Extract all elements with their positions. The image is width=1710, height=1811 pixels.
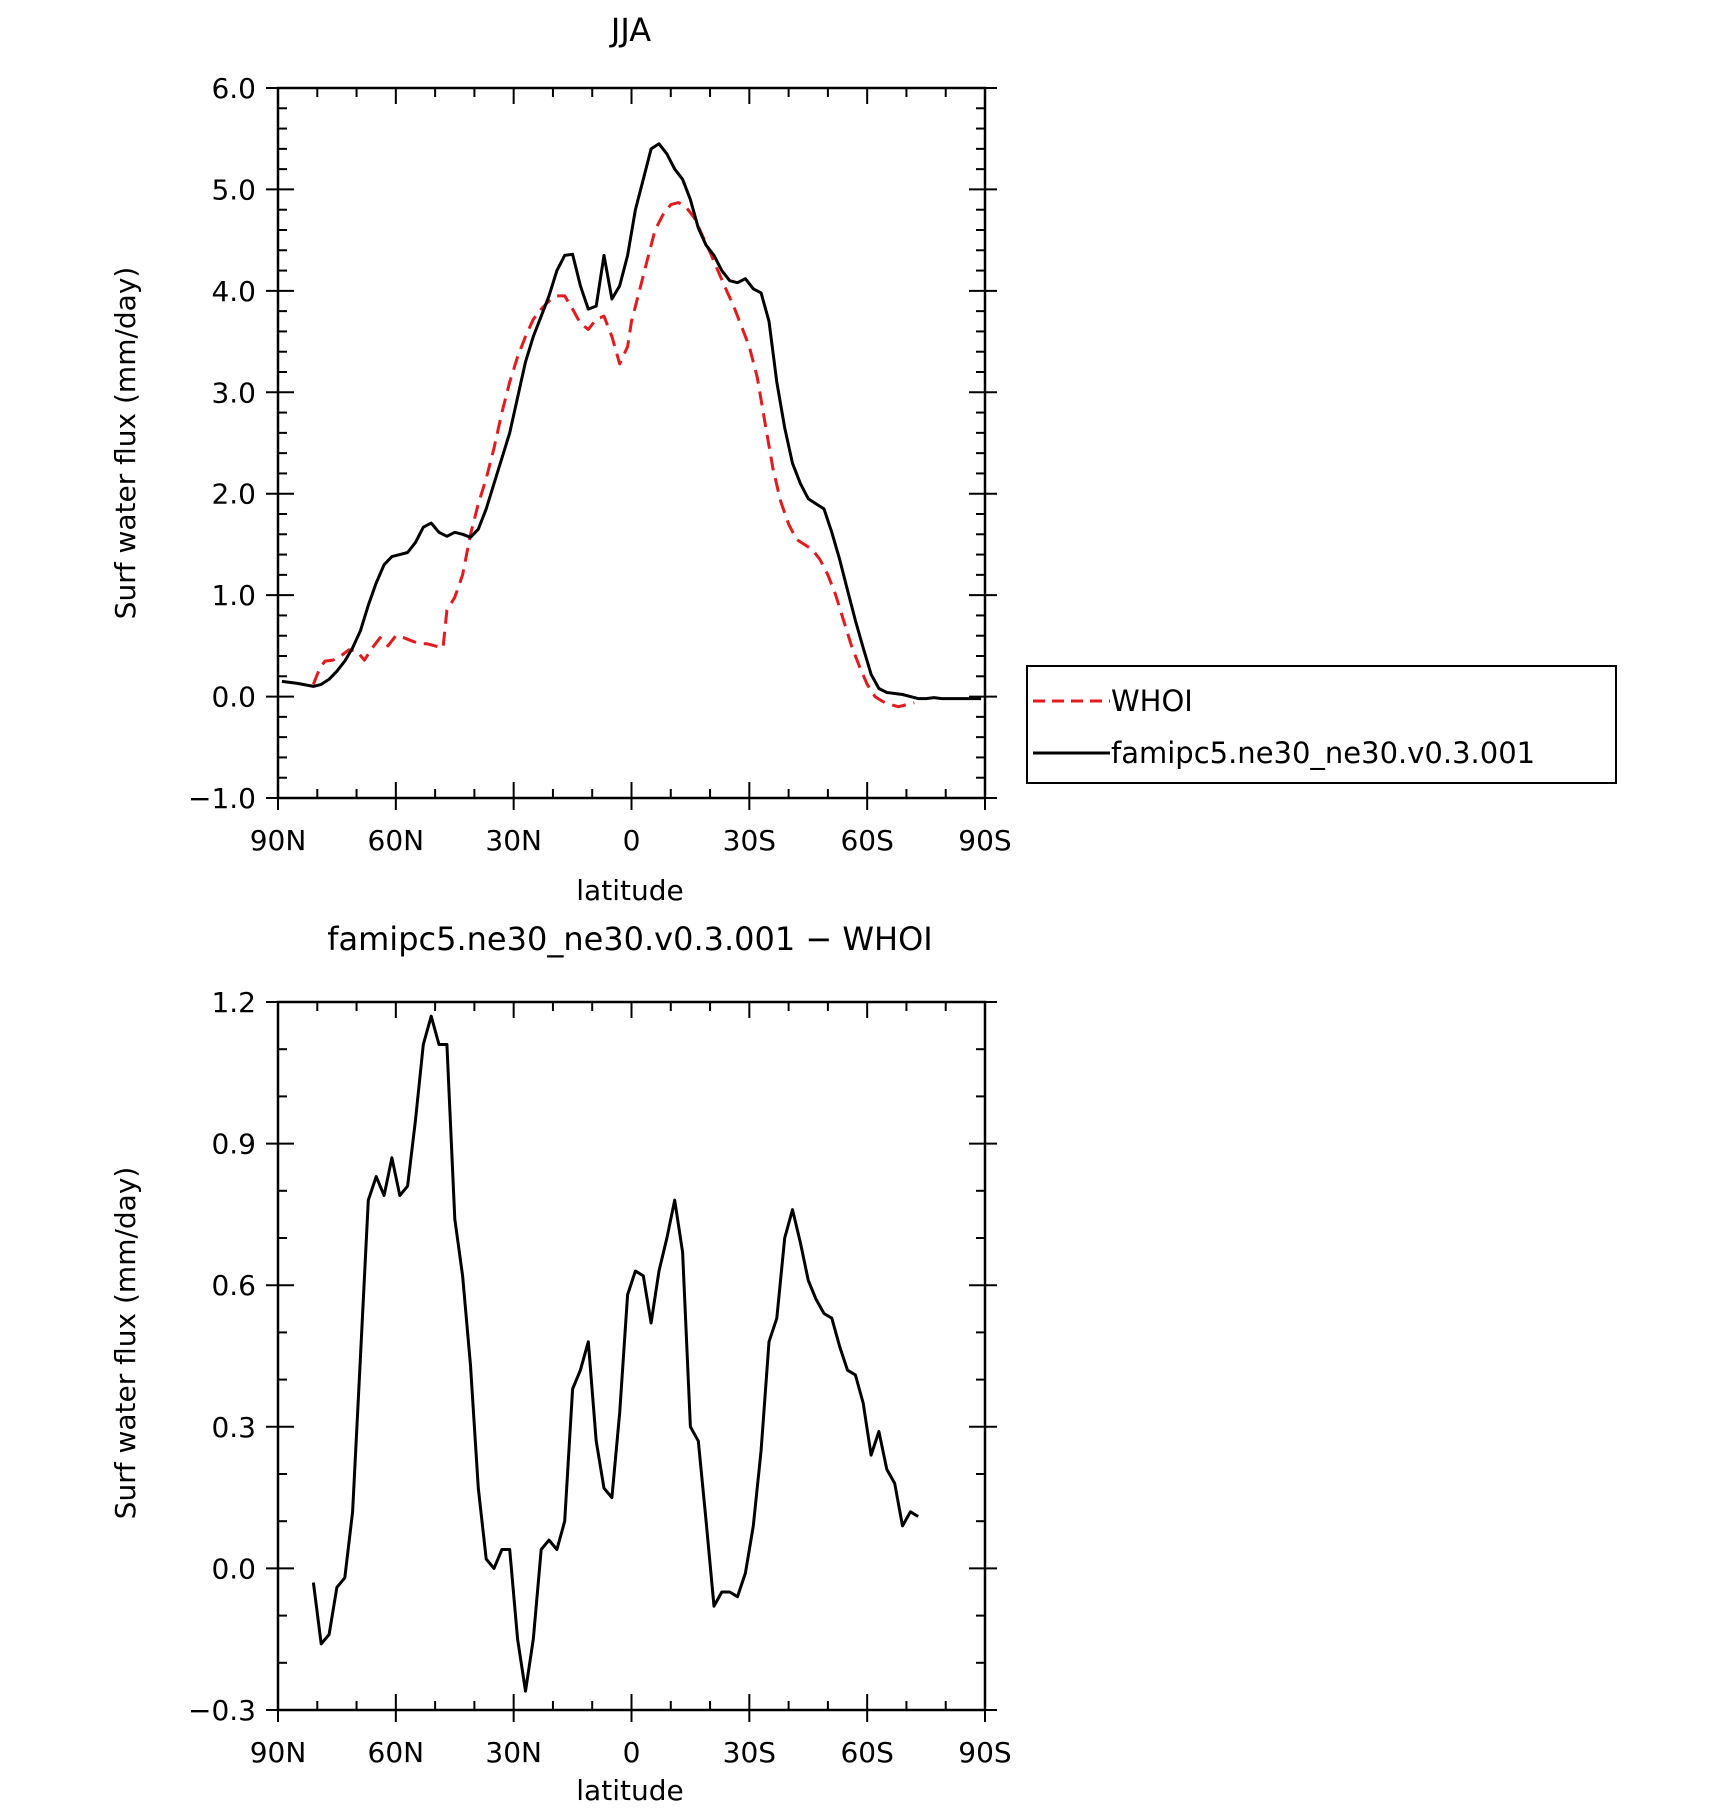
plot-area: 90N 60N 30N 0 30S 60S 90S −0.3 0.0 0.3 0.6 0.9 1.2	[188, 986, 1012, 1769]
series-line-famipc5-ne30-ne30-v0-3-001	[281, 142, 982, 701]
x-tick-label: 60N	[368, 824, 425, 857]
x-tick-label: 90N	[250, 1736, 307, 1769]
y-tick-label: 1.0	[211, 579, 256, 612]
plot-frame	[276, 1000, 987, 1712]
x-tick-label: 90S	[958, 824, 1011, 857]
y-axis-label: Surf water flux (mm/day)	[109, 267, 142, 620]
x-tick-label: 30S	[723, 1736, 776, 1769]
x-tick-label: 0	[623, 824, 641, 857]
y-tick-label: −0.3	[188, 1694, 256, 1727]
y-tick-label: 1.2	[211, 986, 256, 1019]
x-tick-label: 30N	[485, 824, 542, 857]
x-axis-label: latitude	[576, 1774, 683, 1807]
y-tick-label: 0.0	[211, 1552, 256, 1585]
legend-label-model: famipc5.ne30_ne30.v0.3.001	[1111, 736, 1535, 770]
x-tick-label: 30N	[485, 1736, 542, 1769]
bottom-chart: famipc5.ne30_ne30.v0.3.001 − WHOI Surf w…	[109, 920, 1012, 1807]
x-tick-label: 90S	[958, 1736, 1011, 1769]
x-tick-label: 60N	[368, 1736, 425, 1769]
x-tick-label: 90N	[250, 824, 307, 857]
y-tick-label: 3.0	[211, 376, 256, 409]
y-tick-label: 4.0	[211, 275, 256, 308]
chart-title: famipc5.ne30_ne30.v0.3.001 − WHOI	[327, 920, 932, 958]
x-tick-label: 0	[623, 1736, 641, 1769]
chart-title: JJA	[609, 11, 651, 49]
plot-area: 90N 60N 30N 0 30S 60S 90S −1.0 0.0 1.0 2.0 3.0 4.0 5.…	[188, 72, 1012, 857]
y-axis-label: Surf water flux (mm/day)	[109, 1167, 142, 1520]
y-tick-label: 0.6	[211, 1269, 256, 1302]
y-tick-label: 0.3	[211, 1411, 256, 1444]
legend-label-whoi: WHOI	[1111, 684, 1193, 718]
y-tick-label: 2.0	[211, 478, 256, 511]
series-line-difference	[311, 1014, 919, 1693]
y-tick-label: 0.9	[211, 1128, 256, 1161]
plot-frame	[276, 86, 987, 800]
x-tick-label: 30S	[723, 824, 776, 857]
top-chart: JJA Surf water flux (mm/day) latitude 90…	[109, 11, 1617, 907]
y-tick-label: 0.0	[211, 681, 256, 714]
x-axis-label: latitude	[576, 874, 683, 907]
y-tick-label: 5.0	[211, 173, 256, 206]
y-tick-label: −1.0	[188, 782, 256, 815]
legend: WHOI famipc5.ne30_ne30.v0.3.001	[1026, 665, 1617, 784]
y-tick-label: 6.0	[211, 72, 256, 105]
x-tick-label: 60S	[840, 1736, 893, 1769]
x-tick-label: 60S	[840, 824, 893, 857]
legend-box	[1026, 665, 1617, 784]
series-line-whoi	[312, 201, 915, 709]
